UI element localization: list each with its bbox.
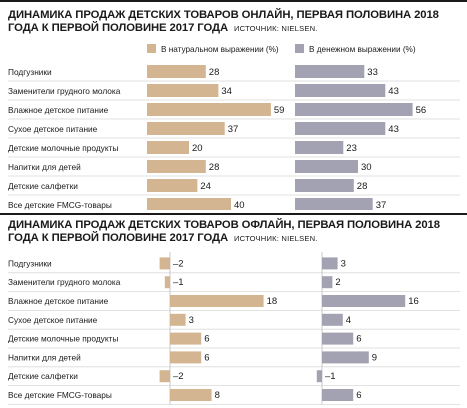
offline-value-label-s0: 6 xyxy=(204,334,209,345)
online-value-label-s1: 28 xyxy=(357,181,368,192)
online-value-label-s0: 59 xyxy=(274,105,285,116)
online-bar-s1 xyxy=(295,198,373,210)
offline-value-label-s1: 3 xyxy=(341,258,346,269)
online-value-label-s1: 33 xyxy=(367,67,378,78)
online-bar-s1 xyxy=(295,179,354,192)
offline-title-text: ДИНАМИКА ПРОДАЖ ДЕТСКИХ ТОВАРОВ ОФЛАЙН, … xyxy=(8,219,440,244)
online-bar-s0 xyxy=(147,198,231,210)
offline-bar-s0 xyxy=(164,276,170,289)
online-bar-s0 xyxy=(147,65,206,78)
offline-category-label: Влажное детское питание xyxy=(8,296,109,306)
online-value-label-s1: 43 xyxy=(388,124,399,135)
offline-bar-s1 xyxy=(322,295,406,307)
online-value-label-s0: 34 xyxy=(221,86,232,97)
offline-value-label-s1: 6 xyxy=(356,390,361,401)
offline-value-label-s1: 9 xyxy=(372,352,377,363)
offline-value-label-s1: –1 xyxy=(325,371,336,382)
online-title-text: ДИНАМИКА ПРОДАЖ ДЕТСКИХ ТОВАРОВ ОНЛАЙН, … xyxy=(8,9,439,34)
offline-bar-s0 xyxy=(170,389,212,401)
online-category-label: Заменители грудного молока xyxy=(8,86,121,96)
offline-category-label: Сухое детское питание xyxy=(8,315,98,325)
online-legend-swatch-0 xyxy=(147,44,156,53)
online-bar-s0 xyxy=(147,103,271,116)
offline-chart-title: ДИНАМИКА ПРОДАЖ ДЕТСКИХ ТОВАРОВ ОФЛАЙН, … xyxy=(8,219,460,245)
offline-bar-s0 xyxy=(170,332,202,345)
offline-value-label-s1: 6 xyxy=(356,334,361,345)
offline-value-label-s1: 16 xyxy=(408,296,419,307)
offline-source: ИСТОЧНИК: NIELSEN. xyxy=(234,234,318,243)
online-category-label: Влажное детское питание xyxy=(8,105,109,115)
offline-bar-s1 xyxy=(322,389,354,401)
online-bar-s1 xyxy=(295,103,413,116)
top-rule xyxy=(0,0,467,2)
offline-bar-s0 xyxy=(159,370,170,383)
online-bar-s1 xyxy=(295,141,344,154)
online-value-label-s0: 40 xyxy=(234,200,245,210)
offline-category-label: Детские салфетки xyxy=(8,371,78,381)
online-value-label-s1: 43 xyxy=(388,86,399,97)
online-bar-s0 xyxy=(147,84,219,97)
online-value-label-s0: 24 xyxy=(200,181,211,192)
offline-category-label: Все детские FMCG-товары xyxy=(8,390,112,400)
offline-bar-s1 xyxy=(322,276,333,289)
offline-bar-s1 xyxy=(322,332,354,345)
offline-value-label-s0: 3 xyxy=(189,315,194,326)
offline-category-label: Детские молочные продукты xyxy=(8,334,118,344)
online-value-label-s0: 28 xyxy=(209,162,220,173)
online-category-label: Подгузники xyxy=(8,67,52,77)
online-bar-s0 xyxy=(147,122,225,135)
offline-value-label-s1: 2 xyxy=(335,277,340,288)
offline-bar-s0 xyxy=(159,257,170,270)
offline-category-label: Заменители грудного молока xyxy=(8,277,121,287)
online-bar-s0 xyxy=(147,141,189,154)
offline-bar-s0 xyxy=(170,313,186,326)
online-value-label-s1: 56 xyxy=(416,105,427,116)
online-bar-s0 xyxy=(147,160,206,173)
offline-bar-s1 xyxy=(322,313,343,326)
online-value-label-s0: 37 xyxy=(228,124,239,135)
online-value-label-s1: 30 xyxy=(361,162,372,173)
online-bar-s1 xyxy=(295,160,358,173)
online-category-label: Детские салфетки xyxy=(8,181,78,191)
online-value-label-s0: 20 xyxy=(192,143,203,154)
offline-category-label: Напитки для детей xyxy=(8,352,81,362)
online-category-label: Напитки для детей xyxy=(8,162,81,172)
online-bar-s1 xyxy=(295,122,386,135)
online-category-label: Детские молочные продукты xyxy=(8,143,118,153)
online-chart: В натуральном выражении (%) В денежном вы… xyxy=(8,44,460,210)
online-value-label-s1: 23 xyxy=(346,143,357,154)
online-value-label-s1: 37 xyxy=(376,200,387,210)
online-legend-label-0: В натуральном выражении (%) xyxy=(161,45,279,54)
offline-value-label-s0: –2 xyxy=(173,258,184,269)
offline-value-label-s1: 4 xyxy=(346,315,351,326)
offline-category-label: Подгузники xyxy=(8,258,52,268)
online-bar-s0 xyxy=(147,179,198,192)
offline-bar-s1 xyxy=(316,370,322,383)
offline-value-label-s0: 8 xyxy=(215,390,220,401)
offline-bar-s1 xyxy=(322,351,369,364)
offline-value-label-s0: –1 xyxy=(173,277,184,288)
online-bar-s1 xyxy=(295,84,386,97)
offline-value-label-s0: 18 xyxy=(267,296,278,307)
offline-bar-s0 xyxy=(170,351,202,364)
online-value-label-s0: 28 xyxy=(209,67,220,78)
offline-chart: Подгузники –2 3 Заменители грудного молока –… xyxy=(8,252,460,405)
offline-bar-s0 xyxy=(170,295,264,307)
online-legend-swatch-1 xyxy=(295,44,304,53)
middle-rule xyxy=(0,213,467,215)
offline-value-label-s0: –2 xyxy=(173,371,184,382)
online-bar-s1 xyxy=(295,65,365,78)
online-category-label: Все детские FMCG-товары xyxy=(8,200,112,210)
online-legend-label-1: В денежном выражении (%) xyxy=(309,45,416,54)
online-source: ИСТОЧНИК: NIELSEN. xyxy=(234,24,318,33)
offline-value-label-s0: 6 xyxy=(204,352,209,363)
online-category-label: Сухое детское питание xyxy=(8,124,98,134)
online-chart-title: ДИНАМИКА ПРОДАЖ ДЕТСКИХ ТОВАРОВ ОНЛАЙН, … xyxy=(8,9,460,35)
offline-bar-s1 xyxy=(322,257,338,270)
